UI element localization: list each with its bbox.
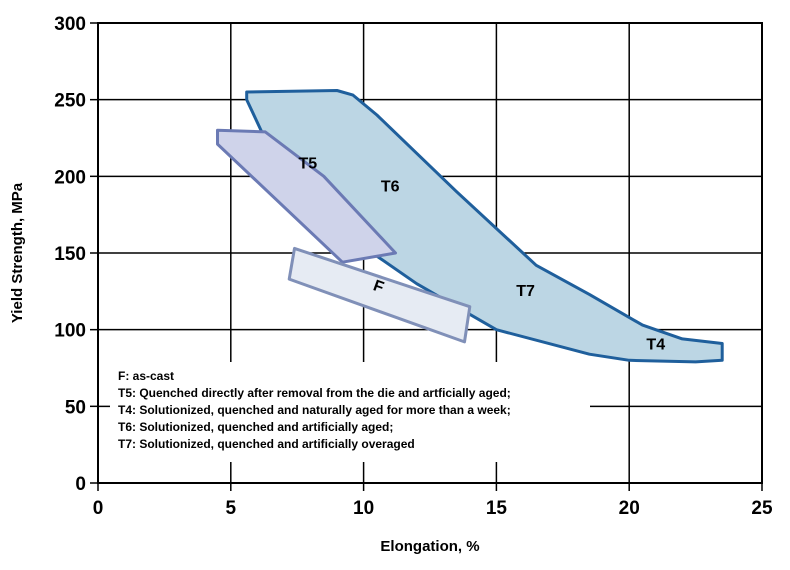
legend-line: F: as-cast — [118, 369, 174, 383]
legend-line: T5: Quenched directly after removal from… — [118, 386, 511, 400]
x-tick-labels: 0 5 10 15 20 25 — [93, 498, 773, 519]
legend-line: T6: Solutionized, quenched and artificia… — [118, 420, 393, 434]
y-tick-label: 50 — [65, 397, 86, 418]
x-tick-label: 5 — [226, 498, 237, 519]
y-tick-label: 100 — [54, 321, 86, 342]
region-label-t5: T5 — [298, 156, 317, 173]
region-label-t6: T6 — [381, 179, 400, 196]
y-tick-label: 150 — [54, 244, 86, 265]
y-tick-label: 200 — [54, 167, 86, 188]
region-t5 — [216, 128, 397, 264]
y-tick-label: 250 — [54, 91, 86, 112]
y-tick-labels: 0 50 100 150 200 250 300 — [54, 14, 86, 495]
x-tick-label: 25 — [751, 498, 773, 519]
legend: F: as-cast T5: Quenched directly after re… — [118, 369, 511, 451]
x-axis-title: Elongation, % — [380, 538, 479, 555]
region-label-t7: T7 — [516, 283, 535, 300]
y-tick-label: 0 — [75, 474, 86, 495]
region-shapes — [216, 89, 724, 364]
region-f — [287, 246, 472, 344]
y-tick-label: 300 — [54, 14, 86, 35]
legend-line: T7: Solutionized, quenched and artificia… — [118, 437, 415, 451]
x-tick-label: 15 — [486, 498, 508, 519]
x-tick-label: 20 — [619, 498, 640, 519]
region-label-t4: T4 — [646, 337, 665, 354]
y-axis-title: Yield Strength, MPa — [9, 182, 26, 323]
legend-line: T4: Solutionized, quenched and naturally… — [118, 403, 511, 417]
plot-frame — [97, 22, 763, 484]
legend-box — [110, 362, 590, 462]
x-tick-label: 10 — [353, 498, 374, 519]
x-tick-label: 0 — [93, 498, 104, 519]
